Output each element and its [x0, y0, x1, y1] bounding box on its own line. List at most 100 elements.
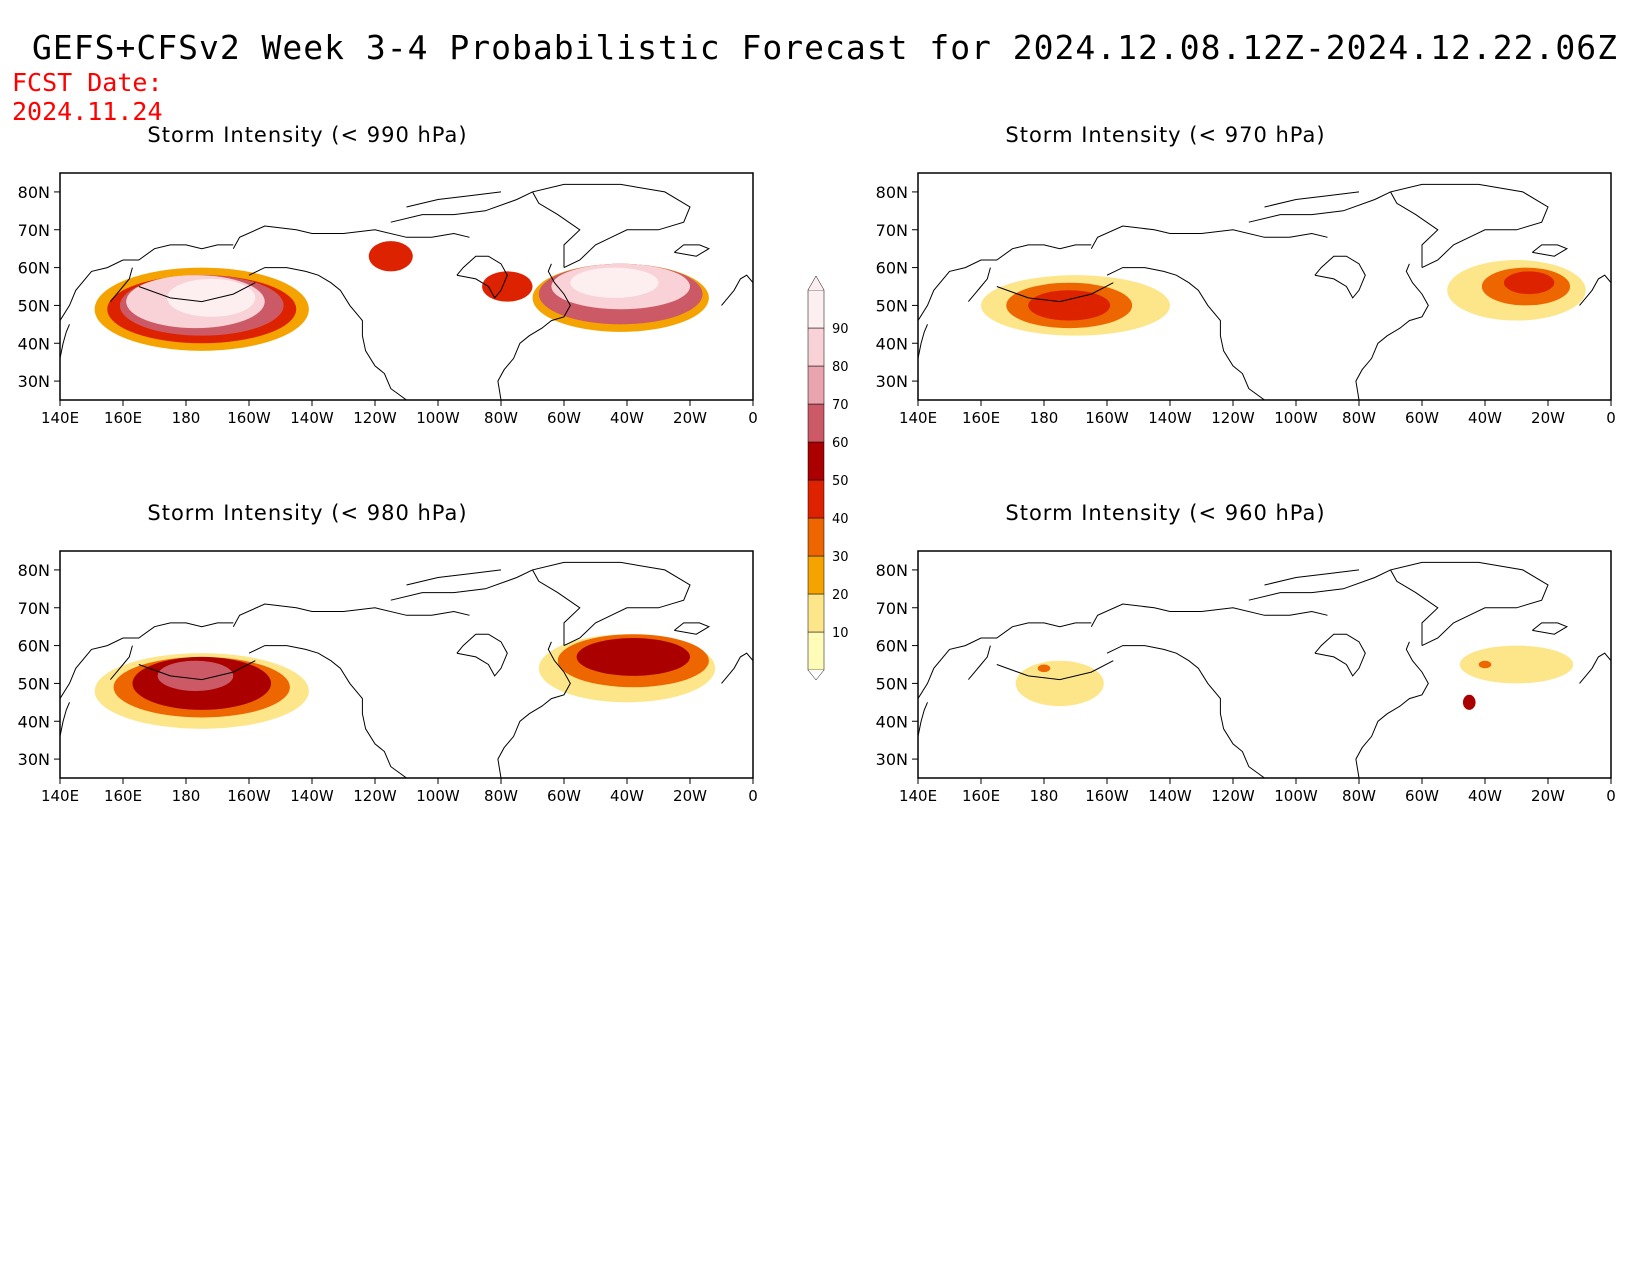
probability-region [576, 638, 690, 676]
forecast-date-label: FCST Date: [12, 68, 163, 97]
coastline [968, 267, 991, 302]
coastline [918, 622, 1092, 699]
lon-tick-label: 80W [1342, 409, 1376, 427]
lon-tick-label: 160W [1085, 787, 1129, 805]
lat-tick-label: 60N [18, 637, 50, 656]
lon-tick-label: 140E [41, 787, 79, 805]
panel-title: Storm Intensity (< 990 hPa) [147, 123, 468, 147]
lon-tick-label: 120W [1211, 409, 1255, 427]
colorbar-bottom-arrow [807, 669, 825, 680]
lon-tick-label: 80W [1342, 787, 1376, 805]
coastline [1264, 569, 1360, 586]
coastline [406, 569, 502, 586]
lon-tick-label: 20W [673, 409, 707, 427]
colorbar-label: 50 [832, 474, 849, 489]
coastline [721, 274, 753, 306]
lon-tick-label: 140W [1148, 409, 1192, 427]
lon-tick-label: 180 [172, 409, 201, 427]
colorbar-label: 90 [832, 322, 849, 337]
lon-tick-label: 160E [104, 409, 142, 427]
lon-tick-label: 160W [227, 409, 271, 427]
coastline [1106, 645, 1265, 778]
lat-tick-label: 70N [18, 221, 50, 240]
coastline [996, 660, 1114, 681]
lat-tick-label: 60N [18, 259, 50, 278]
lat-tick-label: 50N [876, 674, 908, 693]
panel-960-hpa: Storm Intensity (< 960 hPa) 80N 70N 60N 50N… [858, 501, 1618, 821]
coastline [1531, 622, 1569, 635]
lon-tick-label: 140W [290, 787, 334, 805]
coastline [110, 267, 133, 302]
coastline [497, 263, 571, 400]
coastline [138, 660, 256, 681]
coastline [60, 622, 234, 699]
lon-tick-label: 180 [1030, 409, 1059, 427]
lon-tick-label: 160E [962, 409, 1000, 427]
probability-region [570, 267, 659, 298]
coastline [390, 569, 533, 601]
lon-tick-label: 140E [41, 409, 79, 427]
coastline [531, 183, 691, 269]
lon-tick-label: 160W [227, 787, 271, 805]
main-title: GEFS+CFSv2 Week 3-4 Probabilistic Foreca… [32, 28, 1618, 67]
coastline [1314, 633, 1366, 677]
colorbar-swatch [807, 631, 825, 671]
map-frame [917, 550, 1612, 779]
lat-tick-label: 30N [18, 750, 50, 769]
lat-tick-label: 30N [876, 750, 908, 769]
coastline [390, 191, 533, 223]
coastline [1264, 191, 1360, 208]
lon-tick-label: 120W [353, 409, 397, 427]
coastline [1248, 191, 1391, 223]
lon-tick-label: 140E [899, 787, 937, 805]
probability-region [1037, 664, 1051, 673]
probability-field [94, 241, 709, 351]
map-980-hpa: 80N 70N 60N 50N 40N 30N 140E 160E 180 160W 140W 120… [18, 550, 758, 805]
coastline [918, 244, 1092, 321]
coastline [60, 702, 70, 737]
probability-region [1028, 290, 1111, 321]
coastline [497, 641, 571, 778]
panel-title: Storm Intensity (< 970 hPa) [1005, 123, 1326, 147]
colorbar-label: 10 [832, 626, 849, 641]
map-970-hpa: 80N 70N 60N 50N 40N 30N 140E 160E 180 160W 140W 120… [876, 172, 1616, 427]
coastline [1248, 569, 1391, 601]
lat-tick-label: 60N [876, 259, 908, 278]
map-frame [59, 172, 754, 401]
lat-tick-label: 50N [876, 296, 908, 315]
probability-region [1459, 645, 1574, 684]
coastlines [918, 561, 1611, 778]
lon-tick-label: 180 [172, 787, 201, 805]
lon-tick-label: 0 [748, 787, 758, 805]
coastline [918, 702, 928, 737]
lat-tick-label: 30N [876, 372, 908, 391]
coastline [968, 645, 991, 680]
lon-tick-label: 20W [1531, 409, 1565, 427]
coastline [248, 267, 407, 400]
coastline [456, 633, 508, 677]
forecast-date-value: 2024.11.24 [12, 97, 163, 126]
panel-title: Storm Intensity (< 980 hPa) [147, 501, 468, 525]
coastline [1090, 603, 1328, 627]
lon-tick-label: 40W [610, 409, 644, 427]
lon-tick-label: 0 [1606, 787, 1616, 805]
colorbar-label: 60 [832, 436, 849, 451]
lon-tick-label: 120W [353, 787, 397, 805]
colorbar-swatch [807, 289, 825, 329]
panel-title: Storm Intensity (< 960 hPa) [1005, 501, 1326, 525]
coastline [1355, 263, 1429, 400]
lon-tick-label: 80W [484, 409, 518, 427]
lon-tick-label: 160E [962, 787, 1000, 805]
lon-tick-label: 160W [1085, 409, 1129, 427]
lon-tick-label: 20W [1531, 787, 1565, 805]
colorbar-label: 40 [832, 512, 849, 527]
probability-region [1478, 660, 1492, 669]
coastline [1389, 183, 1549, 269]
lat-tick-label: 40N [876, 334, 908, 353]
coastline [1579, 274, 1611, 306]
coastline [721, 652, 753, 684]
coastlines [60, 183, 753, 400]
coastlines [918, 183, 1611, 400]
coastline [110, 645, 133, 680]
colorbar-label: 20 [832, 588, 849, 603]
